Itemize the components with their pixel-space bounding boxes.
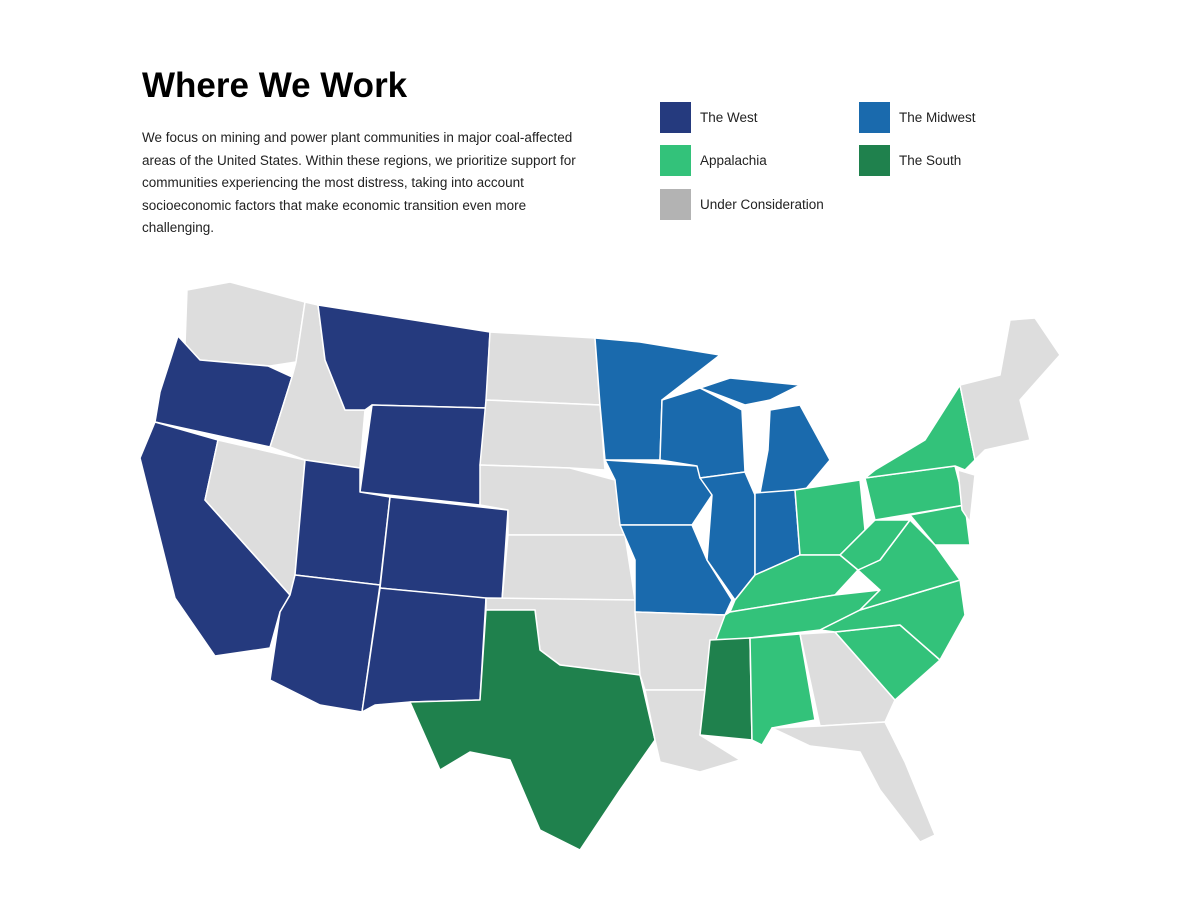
state-north-dakota[interactable] bbox=[485, 331, 601, 406]
legend-swatch bbox=[660, 189, 691, 220]
legend-item-under-consideration: Under Consideration bbox=[660, 189, 824, 220]
state-colorado[interactable] bbox=[379, 496, 509, 601]
state-west-virginia[interactable] bbox=[839, 519, 911, 571]
state-maryland-delaware[interactable] bbox=[909, 504, 971, 546]
state-new-england[interactable] bbox=[959, 317, 1061, 461]
legend-label: The South bbox=[899, 153, 962, 168]
legend-swatch bbox=[660, 145, 691, 176]
state-missouri[interactable] bbox=[619, 524, 733, 616]
state-wyoming[interactable] bbox=[359, 404, 487, 506]
legend-swatch bbox=[660, 102, 691, 133]
legend-label: The Midwest bbox=[899, 110, 976, 125]
legend-label: The West bbox=[700, 110, 758, 125]
state-georgia[interactable] bbox=[799, 631, 896, 727]
state-michigan-upper[interactable] bbox=[699, 377, 801, 406]
state-iowa[interactable] bbox=[604, 459, 713, 526]
legend-swatch bbox=[859, 102, 890, 133]
page-title: Where We Work bbox=[142, 66, 408, 105]
legend-item-south: The South bbox=[859, 145, 961, 176]
state-kansas[interactable] bbox=[501, 534, 636, 601]
state-michigan[interactable] bbox=[759, 404, 831, 494]
state-montana[interactable] bbox=[317, 304, 491, 411]
legend-item-midwest: The Midwest bbox=[859, 102, 976, 133]
page-description: We focus on mining and power plant commu… bbox=[142, 130, 576, 235]
state-washington[interactable] bbox=[184, 281, 306, 367]
state-mississippi[interactable] bbox=[699, 637, 753, 741]
legend-label: Under Consideration bbox=[700, 197, 824, 212]
legend-item-appalachia: Appalachia bbox=[660, 145, 767, 176]
state-florida[interactable] bbox=[771, 721, 936, 843]
state-new-jersey[interactable] bbox=[957, 469, 976, 523]
state-south-dakota[interactable] bbox=[479, 399, 606, 471]
legend-label: Appalachia bbox=[700, 153, 767, 168]
state-texas[interactable] bbox=[409, 609, 656, 851]
legend-swatch bbox=[859, 145, 890, 176]
state-new-york[interactable] bbox=[864, 384, 976, 479]
state-new-mexico[interactable] bbox=[361, 587, 487, 713]
legend-item-west: The West bbox=[660, 102, 758, 133]
